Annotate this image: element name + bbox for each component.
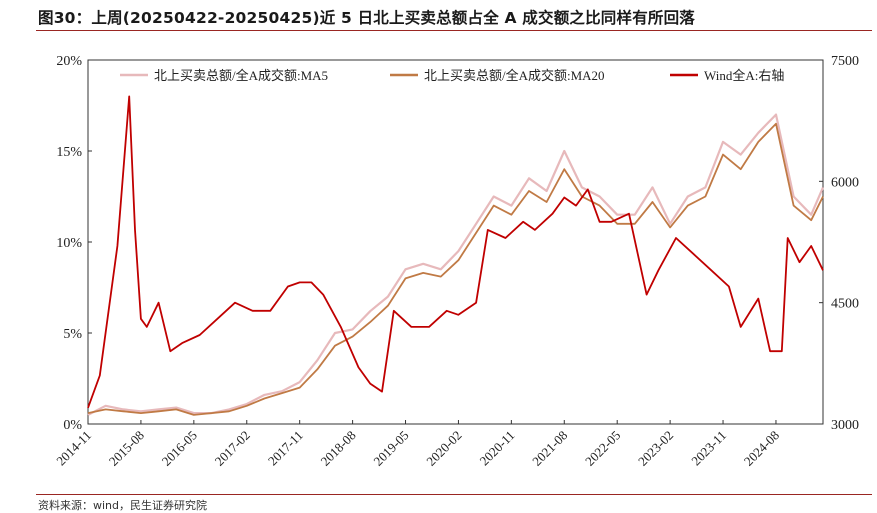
- figure-title: 图30：上周(20250422-20250425)近 5 日北上买卖总额占全 A…: [38, 9, 695, 27]
- series-layer: [87, 95, 825, 416]
- x-tick-label: 2024-08: [741, 428, 782, 469]
- series-line-ma20: [87, 122, 824, 416]
- legend: 北上买卖总额/全A成交额:MA5 北上买卖总额/全A成交额:MA20 Wind全A:…: [120, 68, 784, 83]
- left-tick-label: 0%: [63, 418, 82, 433]
- footer-rule: [36, 494, 872, 495]
- left-tick-label: 20%: [56, 54, 82, 69]
- left-tick-label: 10%: [56, 236, 82, 251]
- x-tick-label: 2014-11: [53, 428, 94, 469]
- legend-label-ma20: 北上买卖总额/全A成交额:MA20: [424, 68, 605, 83]
- x-tick-label: 2016-05: [159, 428, 200, 469]
- legend-label-wind: Wind全A:右轴: [704, 68, 784, 83]
- right-tick-label: 3000: [831, 418, 859, 433]
- x-tick-label: 2023-02: [635, 428, 676, 469]
- left-tick-label: 15%: [56, 145, 82, 160]
- x-tick-label: 2017-02: [212, 428, 253, 469]
- left-tick-label: 5%: [63, 327, 82, 342]
- source-note: 资料来源：wind，民生证券研究院: [38, 499, 208, 512]
- right-tick-label: 7500: [831, 54, 859, 69]
- x-tick-label: 2015-08: [106, 428, 147, 469]
- x-tick-label: 2023-11: [688, 428, 729, 469]
- x-tick-label: 2019-05: [370, 428, 411, 469]
- x-tick-label: 2018-08: [317, 428, 358, 469]
- series-line-ma5: [87, 113, 825, 416]
- right-tick-label: 4500: [831, 297, 859, 312]
- right-tick-label: 6000: [831, 175, 859, 190]
- x-tick-label: 2021-08: [529, 428, 570, 469]
- series-line-wind: [87, 95, 824, 409]
- left-axis: 0% 5% 10% 15% 20%: [56, 54, 92, 433]
- x-tick-label: 2017-11: [265, 428, 306, 469]
- title-rule: [36, 30, 872, 31]
- right-axis: 3000 4500 6000 7500: [819, 54, 859, 433]
- plot-frame: [87, 59, 824, 425]
- x-tick-label: 2020-11: [477, 428, 518, 469]
- x-tick-label: 2020-02: [423, 428, 464, 469]
- x-axis: 2014-11 2015-08 2016-05 2017-02 2017-11 2018-…: [53, 420, 782, 469]
- x-tick-label: 2022-05: [582, 428, 623, 469]
- legend-label-ma5: 北上买卖总额/全A成交额:MA5: [154, 68, 328, 83]
